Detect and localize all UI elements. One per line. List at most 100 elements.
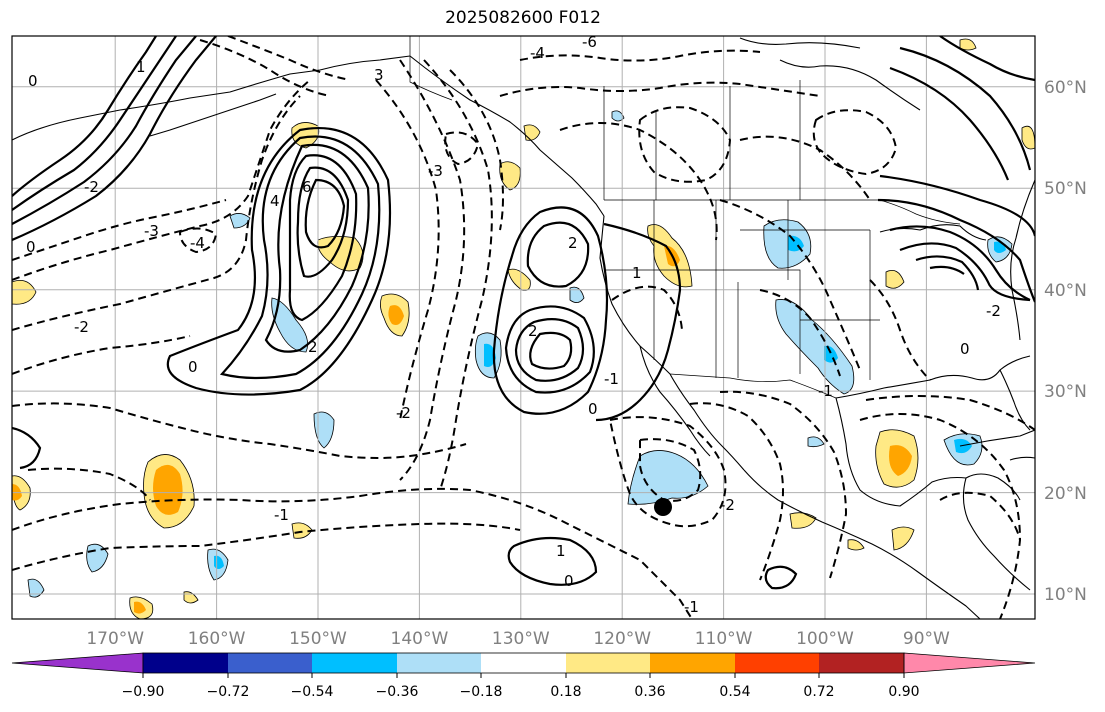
- contour-neg-mexico-1: [689, 402, 784, 581]
- map-frame: [11, 35, 1036, 620]
- contour-neg-canada-5: [559, 122, 718, 241]
- contour-neg-sw-1: [611, 285, 683, 331]
- contour-neg-canada-1: [519, 49, 761, 62]
- contour-label: 2: [308, 338, 318, 356]
- contour-high-pacific-3: [529, 331, 573, 370]
- contour-neg-west-4: [12, 199, 227, 261]
- contour-east-low-2: [889, 225, 1031, 302]
- positive-contours: [12, 36, 1035, 590]
- shade-positive: [891, 526, 915, 551]
- colorbar-swatch: [312, 653, 397, 673]
- contour-label: -1: [274, 506, 289, 524]
- colorbar-swatch: [481, 653, 566, 673]
- shade-strong: [134, 601, 146, 614]
- contour-high-alaska-3: [288, 154, 358, 322]
- colorbar-label: 0.36: [634, 684, 665, 700]
- colorbar-label: 0.90: [888, 684, 919, 700]
- contour-ne-ridge-1: [899, 46, 1032, 171]
- contour-neg-canada-6: [739, 135, 871, 201]
- negative-contours: [12, 36, 1035, 619]
- shade-strong: [388, 305, 404, 325]
- contour-neg-north-1: [199, 39, 331, 97]
- shade-negative: [807, 436, 825, 448]
- colorbar: −0.90 −0.72 −0.54 −0.36 −0.18 0.18 0.36 …: [11, 652, 1036, 700]
- alaska-coast: [12, 55, 411, 141]
- colorbar-extend-high: [903, 652, 1036, 674]
- contour-neg-trough-4: [375, 79, 440, 421]
- colorbar-label: 0.72: [803, 684, 834, 700]
- shade-negative: [229, 213, 251, 229]
- contour-ridge-line: [595, 222, 682, 422]
- canada-us-border: [604, 199, 961, 225]
- baja-california: [669, 373, 745, 471]
- contour-east-low-outer: [879, 174, 1035, 237]
- contour-west-ridge-1: [12, 36, 177, 211]
- contour-label: 6: [302, 178, 312, 196]
- alaska-canada-border: [409, 36, 453, 101]
- canada-arctic-coast: [739, 37, 861, 49]
- contour-label: -2: [720, 496, 735, 514]
- graticule: [12, 36, 1035, 619]
- colorbar-frame: [142, 652, 905, 674]
- contour-neg-plains-2: [759, 289, 841, 377]
- contour-neg-west-1: [12, 79, 311, 281]
- contour-high-alaska-outer: [166, 126, 392, 396]
- contour-label: 2: [568, 234, 578, 252]
- contour-label: -1: [684, 598, 699, 616]
- aleutian-arc: [149, 93, 277, 137]
- us-mexico-border: [669, 373, 837, 399]
- contour-west-ridge-4: [12, 36, 157, 197]
- state-line: [604, 269, 801, 374]
- contour-ne-ridge-2: [889, 66, 1010, 181]
- yucatan: [965, 473, 1021, 501]
- contour-east-low-3: [899, 242, 1031, 302]
- central-america: [962, 477, 1031, 591]
- contour-label: -2: [986, 302, 1001, 320]
- lon-tick-label: 130°W: [492, 629, 550, 649]
- mexico-gulf-coast: [835, 397, 967, 507]
- contour-label: 1: [136, 58, 146, 76]
- shade-positive: [523, 124, 541, 141]
- map-background: [12, 36, 1035, 619]
- colorbar-label: −0.54: [291, 684, 334, 700]
- lat-tick-label: 60°N: [1044, 78, 1087, 98]
- location-marker: [654, 498, 672, 516]
- contour-label: -1: [818, 382, 833, 400]
- shade-strong-neg: [824, 345, 838, 363]
- lat-tick-label: 20°N: [1044, 484, 1087, 504]
- mexico-west-coast: [743, 469, 981, 619]
- lon-tick-label: 120°W: [593, 629, 651, 649]
- contour-high-alaska-2: [264, 143, 370, 353]
- contour-neg-trough-2: [423, 59, 493, 491]
- colorbar-swatch: [397, 653, 481, 673]
- contour-high-pacific-top: [526, 221, 590, 288]
- political-borders: [409, 36, 961, 399]
- contour-label: 3: [374, 66, 384, 84]
- contour-label: -3: [144, 222, 159, 240]
- baja-peninsula: [639, 345, 711, 457]
- contour-neg-south-4: [27, 467, 151, 501]
- contour-east-low-1: [877, 198, 1035, 303]
- contour-neg-tropical-right: [939, 491, 1021, 541]
- contour-label: 0: [28, 72, 38, 90]
- contour-high-pacific-outer: [492, 206, 609, 415]
- contour-labels: 6 4 2 0 -2 -3 -4 -6 1 -1 3 -1 2 0 -2 -4 …: [26, 36, 1001, 616]
- contour-east-low-4: [915, 255, 980, 291]
- lon-tick-label: 170°W: [86, 629, 144, 649]
- lat-tick-label: 30°N: [1044, 382, 1087, 402]
- contour-neg-small-low: [178, 227, 218, 254]
- shade-positive: [12, 279, 37, 305]
- contour-label: 0: [564, 572, 574, 590]
- shade-positive: [183, 591, 199, 604]
- lon-tick-labels: 170°W 160°W 150°W 140°W 130°W 120°W 110°…: [86, 629, 950, 649]
- colorbar-swatch: [566, 653, 650, 673]
- contour-west-ridge-2: [12, 36, 197, 225]
- shade-negative: [271, 297, 309, 353]
- contour-neg-trough-3: [449, 69, 504, 231]
- contour-label: 1: [556, 542, 566, 560]
- colorbar-swatch: [650, 653, 735, 673]
- contour-high-alaska-5: [304, 178, 346, 249]
- shade-positive: [885, 269, 905, 289]
- shade-negative: [569, 286, 585, 303]
- hispaniola: [1009, 456, 1035, 461]
